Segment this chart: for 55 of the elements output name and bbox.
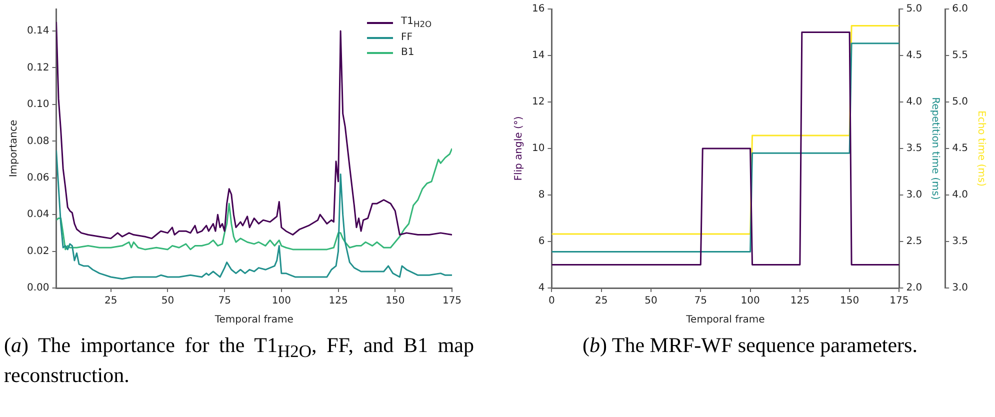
x-tick-label: 100: [740, 296, 760, 307]
x-tick-label: 175: [442, 296, 462, 307]
y-tick-label: 0.08: [27, 136, 50, 147]
y3-axis-title: Echo time (ms): [975, 110, 986, 187]
legend-label: FF: [401, 32, 413, 43]
y-tick-label: 0.12: [27, 62, 50, 74]
y-tick-label: 0.14: [27, 26, 50, 37]
x-tick-label: 50: [161, 296, 174, 307]
y2-tick-label: 4.5: [906, 50, 922, 62]
y-tick-label: 4: [538, 282, 545, 294]
x-tick-label: 25: [104, 296, 118, 307]
x-tick-label: 125: [328, 296, 348, 307]
x-tick-label: 25: [594, 296, 608, 307]
x-axis-title: Temporal frame: [214, 314, 294, 326]
y-tick-label: 10: [532, 143, 545, 154]
y2-tick-label: 2.5: [906, 236, 922, 248]
y2-tick-label: 4.0: [906, 96, 922, 108]
y3-tick-label: 3.0: [952, 282, 968, 294]
y2-tick-label: 5.0: [906, 4, 922, 15]
y-tick-label: 14: [532, 50, 545, 62]
y-tick-label: 6: [538, 236, 545, 248]
y3-tick-label: 5.5: [952, 50, 968, 62]
x-tick-label: 150: [386, 296, 405, 307]
y3-tick-label: 4.5: [952, 143, 968, 154]
text: (b) The MRF-WF sequence parameters.: [582, 333, 918, 357]
x-tick-label: 75: [218, 296, 231, 307]
y2-tick-label: 2.0: [906, 282, 922, 294]
legend-label: T1$_{H2O}$: [401, 16, 432, 29]
x-tick-label: 150: [840, 296, 860, 307]
y3-tick-label: 6.0: [952, 4, 968, 15]
y3-tick-label: 4.0: [952, 190, 968, 201]
y2-axis-title: Repetition time (ms): [930, 97, 941, 200]
y2-tick-label: 3.0: [906, 190, 922, 201]
y-tick-label: 0.06: [27, 172, 50, 184]
legend-label: B1: [401, 47, 414, 58]
x-axis-title: Temporal frame: [685, 314, 765, 326]
y-tick-label: 8: [538, 190, 545, 201]
x-tick-label: 0: [548, 296, 555, 307]
x-tick-label: 75: [694, 296, 708, 307]
x-tick-label: 100: [272, 296, 291, 307]
y-axis-title: Importance: [8, 120, 20, 178]
y-tick-label: 16: [532, 4, 545, 15]
y3-tick-label: 5.0: [952, 96, 968, 108]
y-tick-label: 12: [532, 96, 545, 108]
y-tick-label: 0.02: [27, 246, 50, 257]
y-tick-label: 0.04: [27, 209, 50, 220]
x-tick-label: 175: [890, 296, 909, 307]
chart-title: (a) The importance for the T1$_{H2O}$, FF, and B1 map reconstruction.: [4, 333, 474, 388]
y3-tick-label: 3.5: [952, 236, 968, 248]
y-axis-title: Flip angle (°): [514, 116, 525, 181]
x-tick-label: 50: [644, 296, 658, 307]
y2-tick-label: 3.5: [906, 143, 922, 154]
x-tick-label: 125: [790, 296, 810, 307]
y-tick-label: 0.10: [27, 99, 50, 110]
y-tick-label: 0.00: [27, 282, 50, 294]
